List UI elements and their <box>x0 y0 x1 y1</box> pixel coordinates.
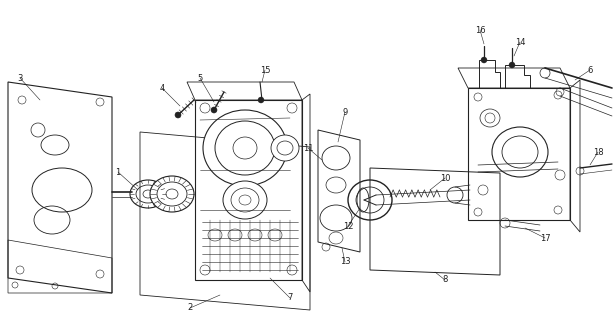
Text: 1: 1 <box>115 167 120 177</box>
Bar <box>468 88 570 220</box>
Ellipse shape <box>223 181 267 219</box>
Text: 2: 2 <box>187 303 193 313</box>
Ellipse shape <box>481 57 487 63</box>
Text: 4: 4 <box>160 84 165 92</box>
Ellipse shape <box>258 97 264 103</box>
Bar <box>195 100 302 280</box>
Ellipse shape <box>203 110 287 186</box>
Text: 14: 14 <box>515 37 525 46</box>
Ellipse shape <box>492 127 548 177</box>
Text: 17: 17 <box>540 234 550 243</box>
Text: 15: 15 <box>260 66 270 75</box>
Text: 7: 7 <box>287 293 293 302</box>
Text: 5: 5 <box>197 74 203 83</box>
Text: 12: 12 <box>343 221 353 230</box>
Text: 18: 18 <box>593 148 604 156</box>
Text: 8: 8 <box>442 276 448 284</box>
Text: 10: 10 <box>440 173 450 182</box>
Ellipse shape <box>211 107 217 113</box>
Ellipse shape <box>271 135 299 161</box>
Text: 9: 9 <box>343 108 348 116</box>
Text: 11: 11 <box>303 143 313 153</box>
Ellipse shape <box>175 112 181 118</box>
Text: 3: 3 <box>17 74 23 83</box>
Text: 6: 6 <box>588 66 593 75</box>
Ellipse shape <box>130 180 166 208</box>
Text: 16: 16 <box>475 26 485 35</box>
Text: 13: 13 <box>340 258 351 267</box>
Ellipse shape <box>509 62 515 68</box>
Ellipse shape <box>150 176 194 212</box>
